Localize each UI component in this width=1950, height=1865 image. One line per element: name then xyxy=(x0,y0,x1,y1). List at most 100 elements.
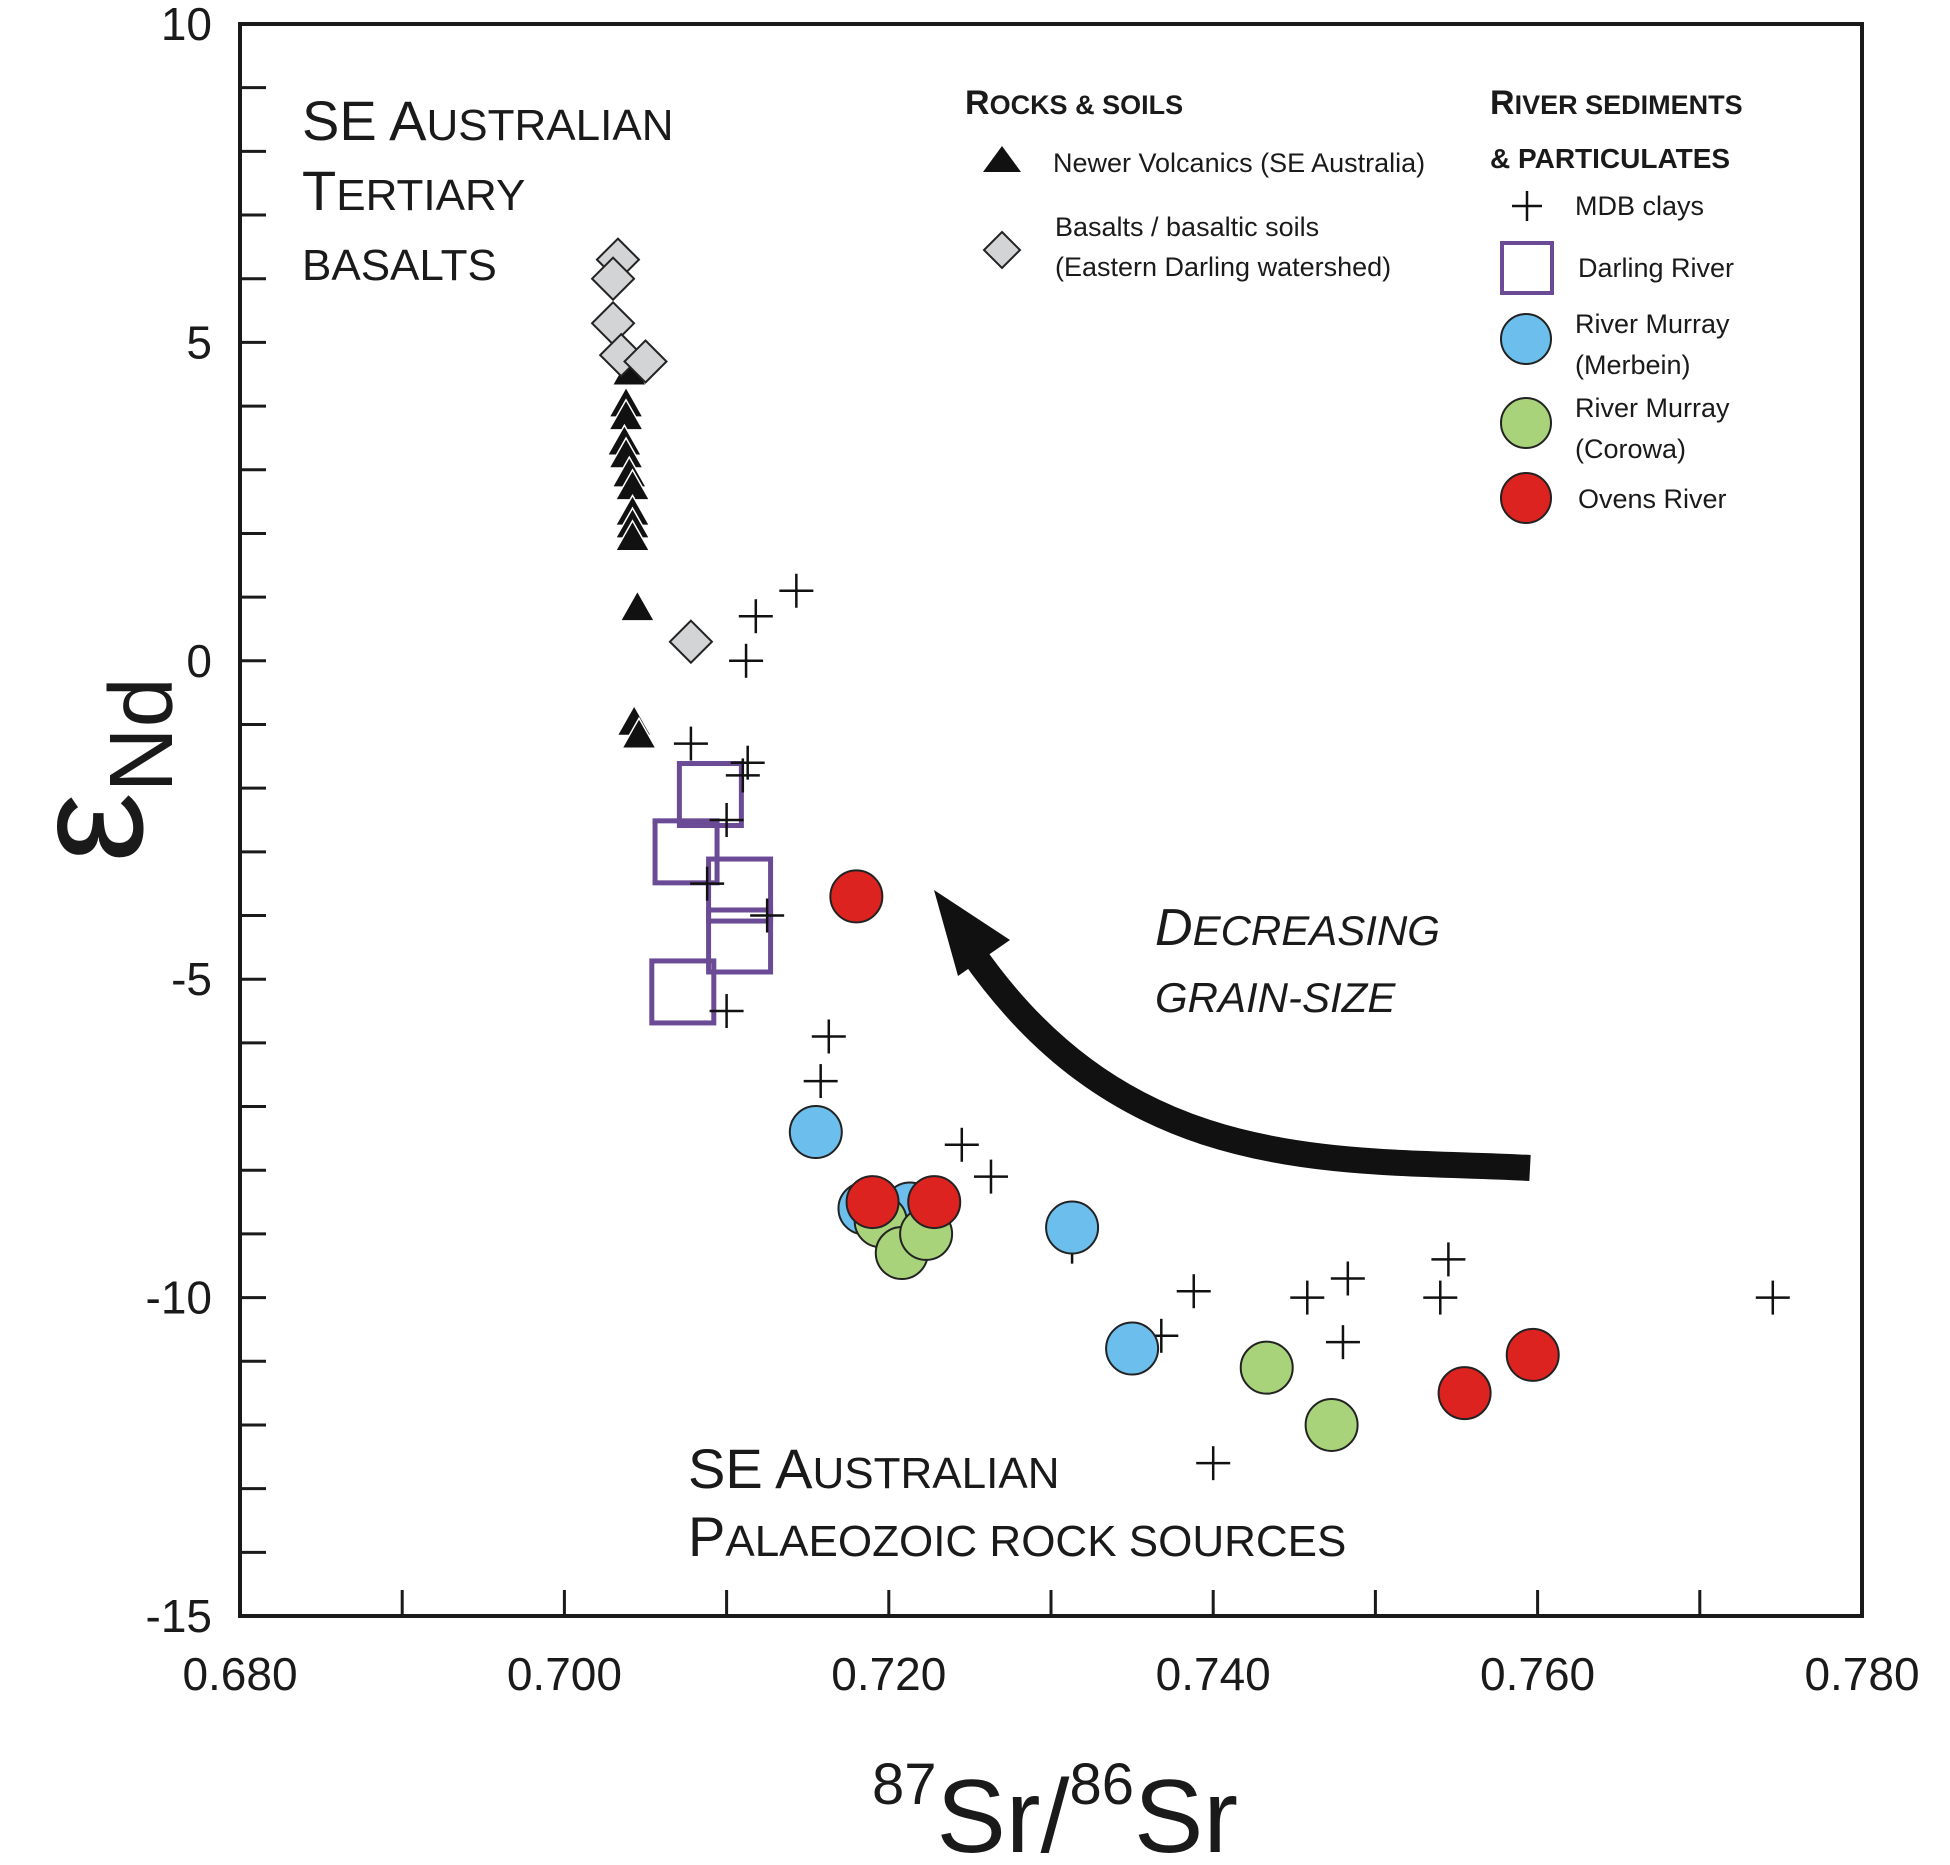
point-darling-river xyxy=(676,761,744,829)
point-mdb-clays xyxy=(709,803,744,837)
annot-arrow-l2: GRAIN-SIZE xyxy=(1155,974,1396,1021)
svg-text:εNd: εNd xyxy=(0,677,192,863)
decreasing-grain-size-arrow xyxy=(934,890,1531,1181)
point-mdb-clays xyxy=(944,1127,979,1162)
x-axis-title-el1: Sr/ xyxy=(937,1759,1070,1865)
point-ovens-river xyxy=(829,869,884,924)
point-river-murray-merbein xyxy=(1105,1321,1160,1376)
point-river-murray-merbein xyxy=(788,1105,843,1160)
legend-corowa-marker xyxy=(1500,397,1552,449)
axis-tick-labels: 0.680 0.700 0.720 0.740 0.760 0.780 10 5 0 -5 -10 -… xyxy=(146,0,1920,1700)
point-ovens-river xyxy=(845,1175,900,1230)
point-basalts-basaltic-soils xyxy=(590,256,636,302)
legend-mdb-clays-label: MDB clays xyxy=(1575,191,1704,221)
legend-ovens-marker xyxy=(1500,472,1552,524)
legend-basalts-label-2: (Eastern Darling watershed) xyxy=(1055,252,1391,282)
point-ovens-river xyxy=(1505,1327,1560,1382)
x-tick-label: 0.680 xyxy=(182,1648,297,1700)
point-mdb-clays xyxy=(811,1019,846,1054)
y-tick-label: 0 xyxy=(186,635,212,687)
point-mdb-clays xyxy=(738,599,773,634)
x-axis-title-el2: Sr xyxy=(1134,1759,1238,1865)
svg-text:ROCKS & SOILS: ROCKS & SOILS xyxy=(965,84,1183,122)
arrow-head xyxy=(934,890,1010,976)
point-river-murray-merbein xyxy=(1045,1200,1100,1255)
point-mdb-clays xyxy=(1325,1325,1360,1360)
svg-text:TERTIARY: TERTIARY xyxy=(302,159,525,222)
annotation-palaeozoic-sources: SE AUSTRALIAN PALAEOZOIC ROCK SOURCES xyxy=(688,1437,1346,1568)
x-tick-label: 0.700 xyxy=(507,1648,622,1700)
data-points xyxy=(590,237,1790,1481)
x-tick-label: 0.720 xyxy=(831,1648,946,1700)
point-basalts-basaltic-soils xyxy=(623,339,668,384)
point-darling-river xyxy=(706,856,774,924)
axis-ticks xyxy=(238,22,1864,1618)
point-mdb-clays xyxy=(725,758,760,793)
point-mdb-clays xyxy=(1423,1280,1458,1315)
svg-text:SE AUSTRALIAN: SE AUSTRALIAN xyxy=(302,89,673,152)
legend-square-marker xyxy=(1500,241,1554,295)
legend-river-header-l1a: R xyxy=(1490,84,1515,122)
annot-palaeo-l2b: ALAEOZOIC ROCK SOURCES xyxy=(725,1517,1346,1566)
x-tick-label: 0.740 xyxy=(1156,1648,1271,1700)
legend-rocks-header-b: OCKS & SOILS xyxy=(990,90,1184,120)
svg-text:SE AUSTRALIAN: SE AUSTRALIAN xyxy=(688,1437,1059,1500)
x-tick-label: 0.780 xyxy=(1804,1648,1919,1700)
legend-triangle-marker xyxy=(983,146,1021,172)
y-tick-label: -5 xyxy=(171,953,212,1005)
point-ovens-river xyxy=(1437,1366,1492,1421)
x-axis-title: 87Sr/86Sr xyxy=(872,1752,1238,1865)
y-axis-title-subscript: Nd xyxy=(92,677,192,792)
point-darling-river xyxy=(649,958,717,1026)
point-newer-volcanics-se-australia xyxy=(619,589,656,622)
point-ovens-river xyxy=(907,1175,962,1230)
point-mdb-clays xyxy=(730,745,765,780)
point-mdb-clays xyxy=(779,573,814,608)
point-river-murray-corowa xyxy=(1304,1397,1359,1452)
point-darling-river xyxy=(652,818,720,886)
x-axis-title-sup2: 86 xyxy=(1069,1752,1134,1817)
annot-palaeo-l1a: SE A xyxy=(688,1437,813,1500)
legend-merbein-marker xyxy=(1500,313,1552,365)
legend-merbein-label-2: (Merbein) xyxy=(1575,350,1691,380)
point-newer-volcanics-se-australia xyxy=(614,519,651,552)
legend-newer-volcanics-label: Newer Volcanics (SE Australia) xyxy=(1053,148,1425,178)
annotation-tertiary-basalts: SE AUSTRALIAN TERTIARY BASALTS xyxy=(302,89,673,290)
point-mdb-clays xyxy=(673,726,708,761)
legend-river-header-l2: & PARTICULATES xyxy=(1490,143,1730,174)
x-tick-label: 0.760 xyxy=(1480,1648,1595,1700)
legend-river-header-l1b: IVER SEDIMENTS xyxy=(1515,90,1743,120)
point-mdb-clays xyxy=(1431,1242,1466,1277)
point-mdb-clays xyxy=(690,866,725,901)
x-axis-title-sup1: 87 xyxy=(872,1752,937,1817)
svg-text:DECREASING: DECREASING xyxy=(1155,899,1440,957)
y-axis-title-epsilon: ε xyxy=(0,792,176,862)
point-river-murray-corowa xyxy=(1239,1340,1294,1395)
y-tick-label: -15 xyxy=(146,1590,212,1642)
y-axis-title: εNd xyxy=(0,677,192,863)
annot-tertiary-l1b: USTRALIAN xyxy=(427,101,674,150)
legend-basalts-label-1: Basalts / basaltic soils xyxy=(1055,212,1319,242)
point-newer-volcanics-se-australia xyxy=(620,716,658,749)
annotation-decreasing-grain-size: DECREASING GRAIN-SIZE xyxy=(1155,899,1440,1021)
legend-rocks-header-a: R xyxy=(965,84,990,122)
annot-tertiary-l2b: ERTIARY xyxy=(336,171,525,220)
point-darling-river xyxy=(706,907,774,975)
annot-palaeo-l2a: P xyxy=(688,1505,725,1568)
legend-corowa-label-1: River Murray xyxy=(1575,393,1730,423)
y-tick-label: 5 xyxy=(186,316,212,368)
legend-plus-marker xyxy=(1512,191,1542,221)
point-mdb-clays xyxy=(1330,1261,1365,1296)
legend-corowa-label-2: (Corowa) xyxy=(1575,434,1686,464)
annot-palaeo-l1b: USTRALIAN xyxy=(813,1449,1060,1498)
annot-tertiary-l1a: SE A xyxy=(302,89,427,152)
legend-ovens-label: Ovens River xyxy=(1578,484,1727,514)
legend-diamond-marker xyxy=(982,230,1022,270)
annot-arrow-l1b: ECREASING xyxy=(1193,907,1440,954)
point-mdb-clays xyxy=(803,1064,838,1099)
point-mdb-clays xyxy=(1755,1280,1790,1315)
point-mdb-clays xyxy=(729,643,764,678)
svg-text:PALAEOZOIC ROCK SOURCES: PALAEOZOIC ROCK SOURCES xyxy=(688,1505,1346,1568)
legend-merbein-label-1: River Murray xyxy=(1575,309,1730,339)
